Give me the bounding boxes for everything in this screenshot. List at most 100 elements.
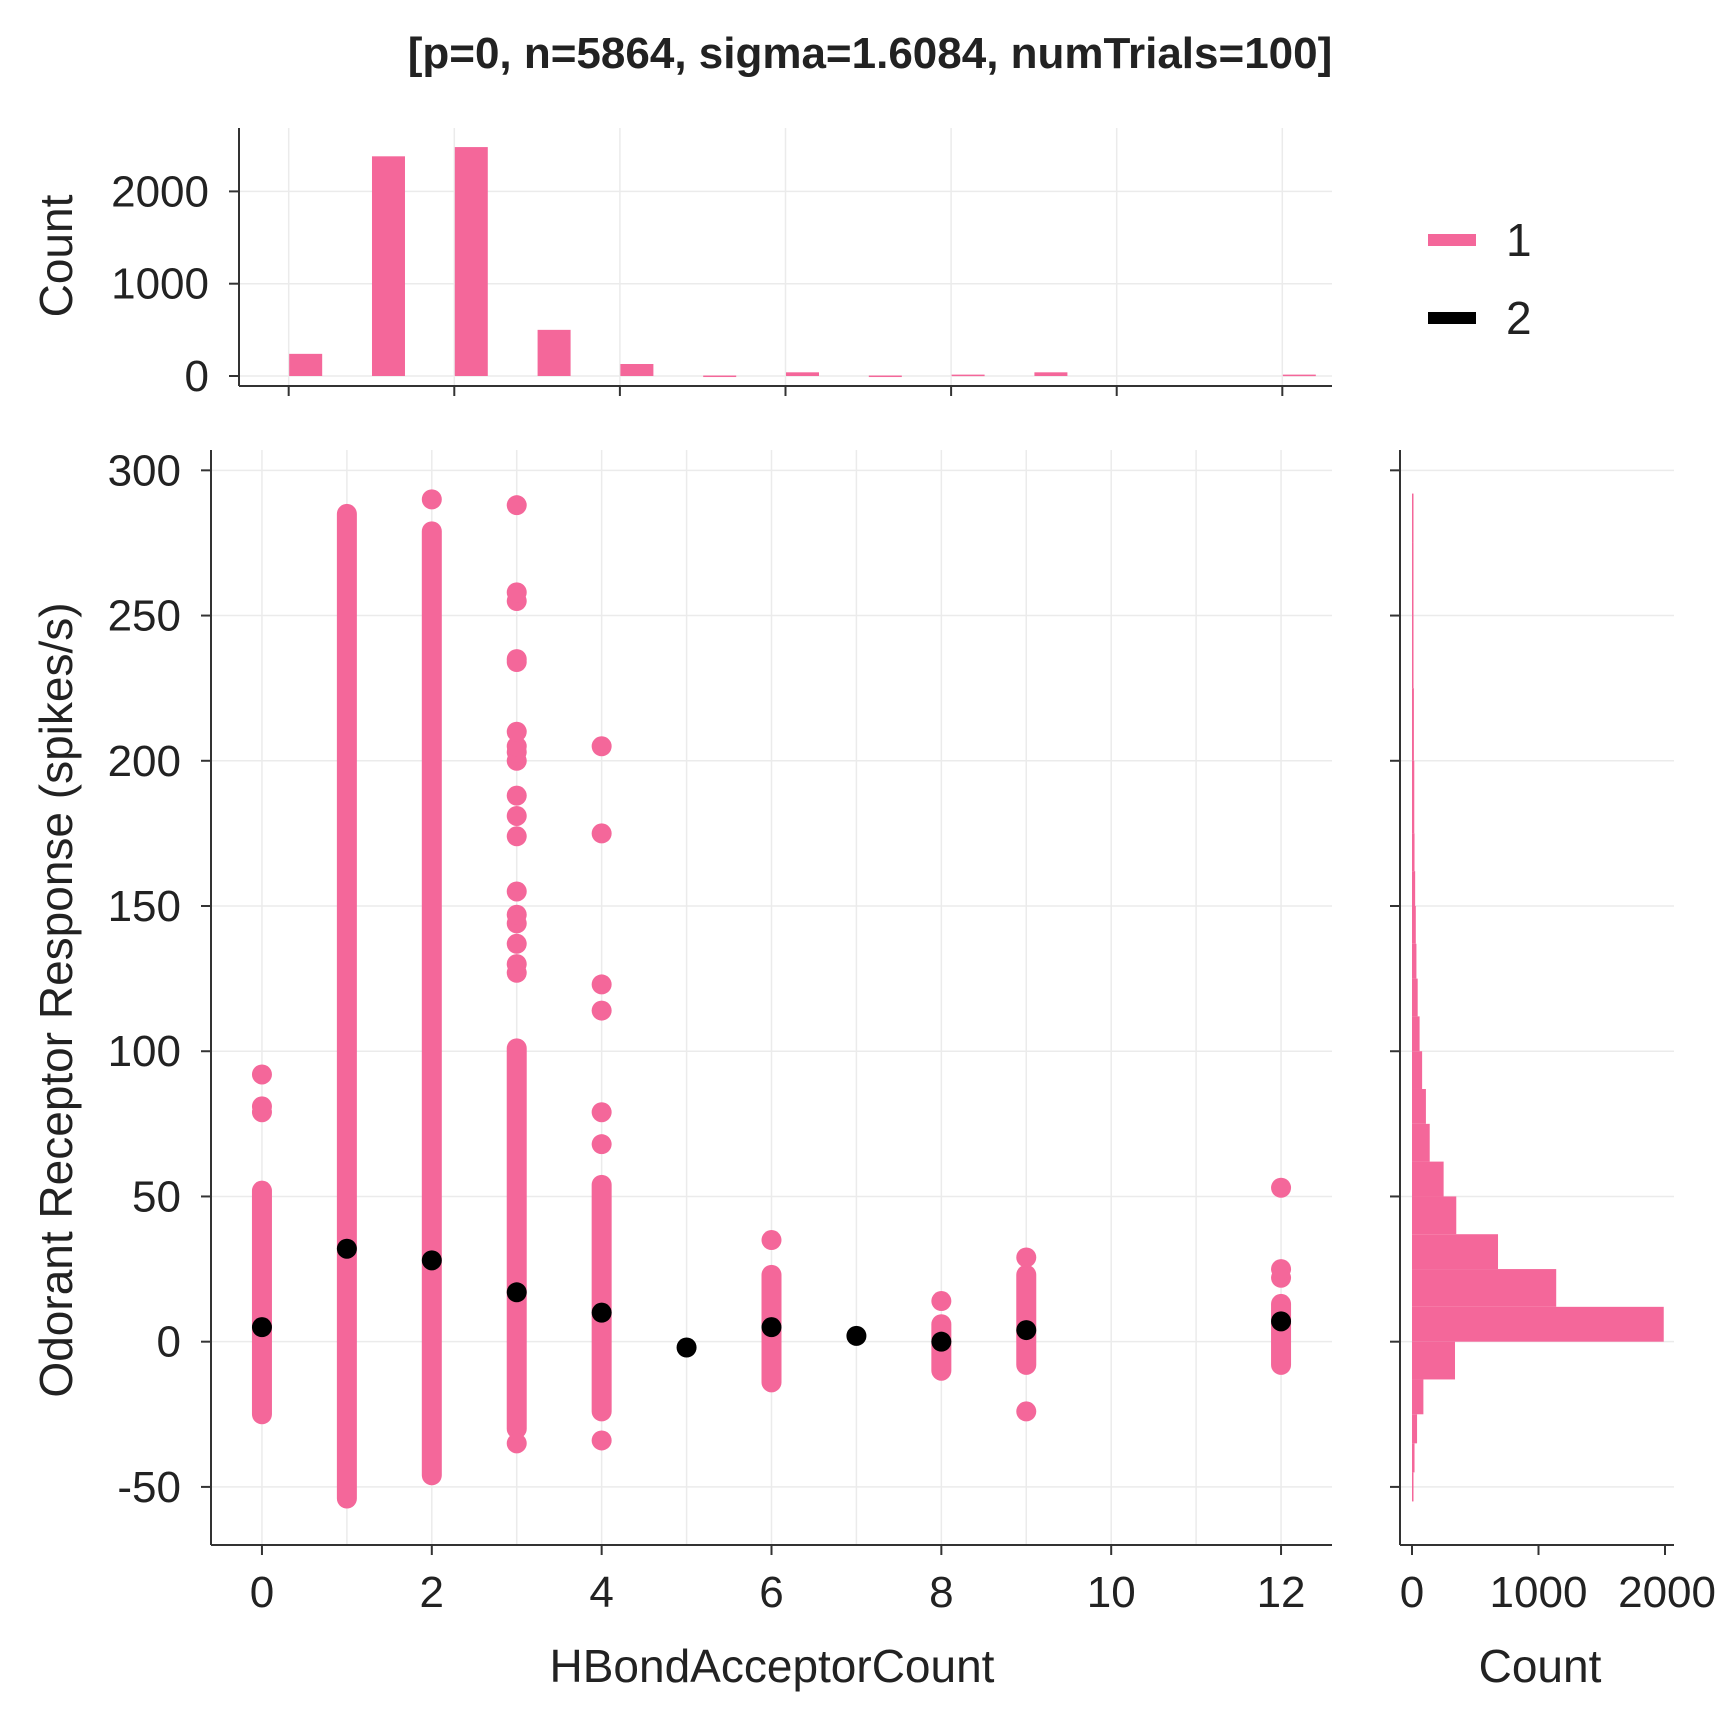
data-point-black <box>506 1282 527 1303</box>
y-tick-label: 100 <box>108 1027 181 1076</box>
top-histogram-bar <box>289 353 323 376</box>
top-histogram-bar <box>620 364 654 376</box>
top-histogram-grid <box>239 128 1332 386</box>
right-histogram-bar <box>1412 906 1416 944</box>
data-point-pink <box>506 904 527 925</box>
right-histogram-bar <box>1412 1196 1457 1235</box>
x-tick-label: 4 <box>589 1568 613 1617</box>
right-histogram-bar <box>1412 1234 1499 1270</box>
legend-label-2: 2 <box>1506 292 1532 344</box>
right-histogram-bar <box>1412 1016 1420 1052</box>
x-tick-label: 6 <box>759 1568 783 1617</box>
top-histogram-y-title: Count <box>30 194 82 317</box>
right-histogram-bar <box>1412 1269 1557 1307</box>
data-point-pink <box>1271 1259 1292 1280</box>
right-histogram-bar <box>1412 1443 1415 1473</box>
data-point-pink <box>506 495 527 516</box>
right-histogram-bar <box>1412 1341 1456 1380</box>
right-histogram-bar <box>1412 833 1415 872</box>
top-y-tick-label: 0 <box>185 352 209 401</box>
x-tick-label: 0 <box>250 1568 274 1617</box>
top-histogram-bar <box>1282 374 1316 377</box>
right-histogram-bar <box>1412 760 1415 834</box>
data-point-pink <box>251 1096 272 1117</box>
data-point-pink <box>931 1291 952 1312</box>
data-point-black <box>676 1337 697 1358</box>
data-point-pink <box>251 1064 272 1085</box>
right-histogram-bar <box>1412 1161 1444 1197</box>
y-tick-label: 300 <box>108 446 181 495</box>
y-tick-label: -50 <box>117 1463 181 1512</box>
top-histogram-bar <box>703 375 737 378</box>
right-histogram-bars <box>1412 493 1664 1502</box>
data-point-pink <box>591 1134 612 1155</box>
right-histogram-bar <box>1412 688 1414 761</box>
data-point-pink <box>591 1000 612 1021</box>
right-histogram-axes <box>1390 450 1674 1546</box>
data-point-pink <box>591 736 612 757</box>
right-histogram-bar <box>1412 978 1418 1017</box>
data-point-black <box>931 1331 952 1352</box>
right-histogram-bar <box>1412 615 1414 689</box>
data-point-pink <box>591 974 612 995</box>
data-point-pink <box>1016 1401 1037 1422</box>
right-histogram-bar <box>1412 1306 1664 1342</box>
data-point-pink <box>506 933 527 954</box>
right-histogram-bar <box>1412 871 1416 907</box>
data-point-pink <box>506 785 527 806</box>
main-y-ticks: -50 0 50 100 150 200 250 300 <box>108 446 211 1512</box>
right-x-tick-label: 2000 <box>1618 1568 1716 1617</box>
data-point-pink <box>591 1430 612 1451</box>
data-point-pink <box>506 582 527 603</box>
top-histogram-axes <box>238 128 1332 396</box>
x-tick-label: 12 <box>1257 1568 1306 1617</box>
data-point-pink <box>506 954 527 975</box>
top-histogram-bar <box>454 147 488 376</box>
right-histogram-bar <box>1412 1472 1414 1502</box>
right-histogram-bar <box>1412 1123 1430 1162</box>
top-histogram-bar <box>537 329 571 376</box>
data-point-pink <box>506 736 527 757</box>
data-point-black <box>1016 1320 1037 1341</box>
x-tick-label: 10 <box>1087 1568 1136 1617</box>
right-x-tick-label: 0 <box>1400 1568 1424 1617</box>
top-histogram-bar <box>371 156 405 376</box>
right-x-tick-label: 1000 <box>1490 1568 1588 1617</box>
data-point-pink <box>591 1102 612 1123</box>
data-point-pink <box>1271 1177 1292 1198</box>
data-point-pink <box>1016 1247 1037 1268</box>
data-point-pink <box>506 805 527 826</box>
right-histogram: 0 1000 2000 Count <box>1390 450 1716 1692</box>
top-histogram-bar <box>1034 372 1068 376</box>
top-histogram-y-ticks: 0 1000 2000 <box>111 167 239 401</box>
right-histogram-x-title: Count <box>1479 1640 1602 1692</box>
top-histogram: 0 1000 2000 Count <box>30 128 1332 401</box>
right-histogram-bar <box>1412 943 1417 979</box>
legend: 1 2 <box>1428 214 1532 344</box>
x-axis-title: HBondAcceptorCount <box>550 1640 995 1692</box>
data-point-black <box>846 1325 867 1346</box>
right-histogram-bar <box>1412 1088 1426 1124</box>
data-point-pink <box>761 1230 782 1251</box>
data-point-pink <box>506 881 527 902</box>
right-histogram-x-ticks: 0 1000 2000 <box>1400 1545 1716 1617</box>
data-point-pink <box>506 1433 527 1454</box>
top-histogram-bar <box>951 374 985 377</box>
data-point-pink <box>506 721 527 742</box>
data-point-pink <box>421 489 442 510</box>
data-point-black <box>761 1317 782 1338</box>
right-histogram-bar <box>1412 1414 1418 1444</box>
y-tick-label: 50 <box>132 1172 181 1221</box>
main-x-ticks: 0 2 4 6 8 10 12 <box>250 1545 1306 1617</box>
right-histogram-bar <box>1412 1379 1424 1415</box>
legend-label-1: 1 <box>1506 214 1532 266</box>
x-tick-label: 8 <box>929 1568 953 1617</box>
data-point-black <box>421 1250 442 1271</box>
top-histogram-bar <box>868 375 902 378</box>
right-histogram-bar <box>1412 542 1414 616</box>
x-tick-label: 2 <box>420 1568 444 1617</box>
top-histogram-bars <box>289 147 1316 378</box>
top-y-tick-label: 1000 <box>111 260 209 309</box>
top-y-tick-label: 2000 <box>111 167 209 216</box>
